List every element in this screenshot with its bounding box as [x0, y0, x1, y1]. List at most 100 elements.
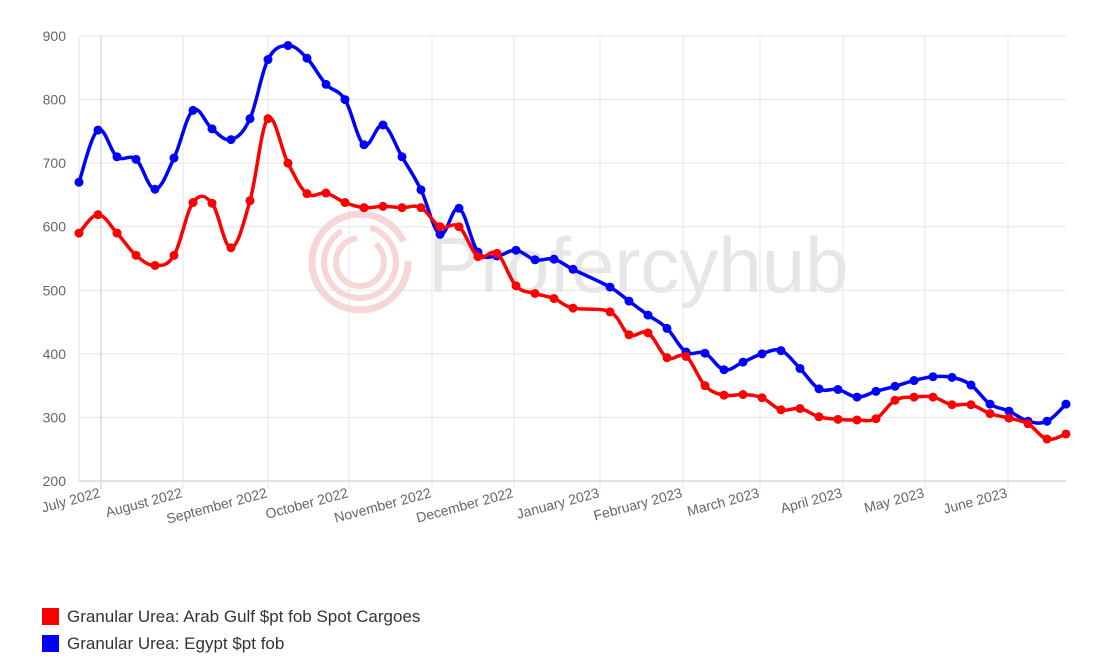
data-point[interactable]: [150, 260, 160, 270]
data-point[interactable]: [568, 264, 578, 274]
data-point[interactable]: [340, 95, 350, 105]
data-point[interactable]: [454, 203, 464, 213]
data-point[interactable]: [719, 390, 729, 400]
data-point[interactable]: [871, 386, 881, 396]
data-point[interactable]: [776, 346, 786, 356]
data-point[interactable]: [74, 177, 84, 187]
data-point[interactable]: [492, 248, 502, 258]
data-point[interactable]: [662, 353, 672, 363]
data-point[interactable]: [207, 198, 217, 208]
data-point[interactable]: [624, 330, 634, 340]
data-point[interactable]: [947, 372, 957, 382]
data-point[interactable]: [188, 198, 198, 208]
data-point[interactable]: [985, 409, 995, 419]
data-point[interactable]: [928, 372, 938, 382]
data-point[interactable]: [890, 395, 900, 405]
data-point[interactable]: [1042, 416, 1052, 426]
data-point[interactable]: [757, 349, 767, 359]
data-point[interactable]: [757, 393, 767, 403]
data-point[interactable]: [321, 79, 331, 89]
data-point[interactable]: [966, 380, 976, 390]
data-point[interactable]: [605, 307, 615, 317]
data-point[interactable]: [549, 254, 559, 264]
data-point[interactable]: [852, 415, 862, 425]
data-point[interactable]: [738, 357, 748, 367]
data-point[interactable]: [852, 392, 862, 402]
data-point[interactable]: [1042, 434, 1052, 444]
data-point[interactable]: [188, 105, 198, 115]
data-point[interactable]: [454, 222, 464, 232]
data-point[interactable]: [928, 392, 938, 402]
data-point[interactable]: [131, 154, 141, 164]
legend-item-egypt[interactable]: Granular Urea: Egypt $pt fob: [42, 630, 420, 657]
data-point[interactable]: [245, 196, 255, 206]
data-point[interactable]: [74, 228, 84, 238]
data-point[interactable]: [700, 381, 710, 391]
data-point[interactable]: [397, 203, 407, 213]
data-point[interactable]: [814, 384, 824, 394]
data-point[interactable]: [568, 303, 578, 313]
data-point[interactable]: [1004, 406, 1014, 416]
data-point[interactable]: [340, 198, 350, 208]
data-point[interactable]: [700, 348, 710, 358]
data-point[interactable]: [833, 414, 843, 424]
data-point[interactable]: [169, 250, 179, 260]
data-point[interactable]: [719, 365, 729, 375]
data-point[interactable]: [871, 414, 881, 424]
data-point[interactable]: [605, 282, 615, 292]
data-point[interactable]: [1061, 429, 1071, 439]
data-point[interactable]: [416, 185, 426, 195]
data-point[interactable]: [795, 363, 805, 373]
data-point[interactable]: [511, 245, 521, 255]
data-point[interactable]: [549, 294, 559, 304]
data-point[interactable]: [511, 281, 521, 291]
data-point[interactable]: [263, 114, 273, 124]
data-point[interactable]: [359, 140, 369, 150]
data-point[interactable]: [833, 384, 843, 394]
data-point[interactable]: [738, 390, 748, 400]
data-point[interactable]: [435, 229, 445, 239]
data-point[interactable]: [795, 404, 805, 414]
data-point[interactable]: [131, 250, 141, 260]
data-point[interactable]: [169, 153, 179, 163]
data-point[interactable]: [263, 55, 273, 65]
data-point[interactable]: [378, 120, 388, 130]
data-point[interactable]: [530, 255, 540, 265]
legend-item-arab-gulf[interactable]: Granular Urea: Arab Gulf $pt fob Spot Ca…: [42, 603, 420, 630]
data-point[interactable]: [302, 189, 312, 199]
data-point[interactable]: [473, 252, 483, 262]
data-point[interactable]: [93, 125, 103, 135]
data-point[interactable]: [909, 392, 919, 402]
data-point[interactable]: [985, 399, 995, 409]
data-point[interactable]: [226, 135, 236, 145]
data-point[interactable]: [776, 405, 786, 415]
data-point[interactable]: [245, 114, 255, 124]
data-point[interactable]: [150, 184, 160, 194]
data-point[interactable]: [93, 210, 103, 220]
data-point[interactable]: [530, 288, 540, 298]
data-point[interactable]: [397, 152, 407, 162]
data-point[interactable]: [283, 41, 293, 51]
data-point[interactable]: [643, 310, 653, 320]
data-point[interactable]: [112, 152, 122, 162]
data-point[interactable]: [681, 351, 691, 361]
data-point[interactable]: [359, 203, 369, 213]
data-point[interactable]: [1061, 399, 1071, 409]
data-point[interactable]: [321, 188, 331, 198]
data-point[interactable]: [909, 376, 919, 386]
data-point[interactable]: [435, 222, 445, 232]
data-point[interactable]: [112, 228, 122, 238]
data-point[interactable]: [378, 201, 388, 211]
data-point[interactable]: [890, 381, 900, 391]
data-point[interactable]: [207, 124, 217, 134]
data-point[interactable]: [643, 328, 653, 338]
data-point[interactable]: [416, 203, 426, 213]
data-point[interactable]: [966, 400, 976, 410]
data-point[interactable]: [662, 323, 672, 333]
data-point[interactable]: [302, 53, 312, 63]
data-point[interactable]: [283, 158, 293, 168]
data-point[interactable]: [226, 243, 236, 253]
data-point[interactable]: [624, 296, 634, 306]
data-point[interactable]: [947, 400, 957, 410]
data-point[interactable]: [814, 412, 824, 422]
